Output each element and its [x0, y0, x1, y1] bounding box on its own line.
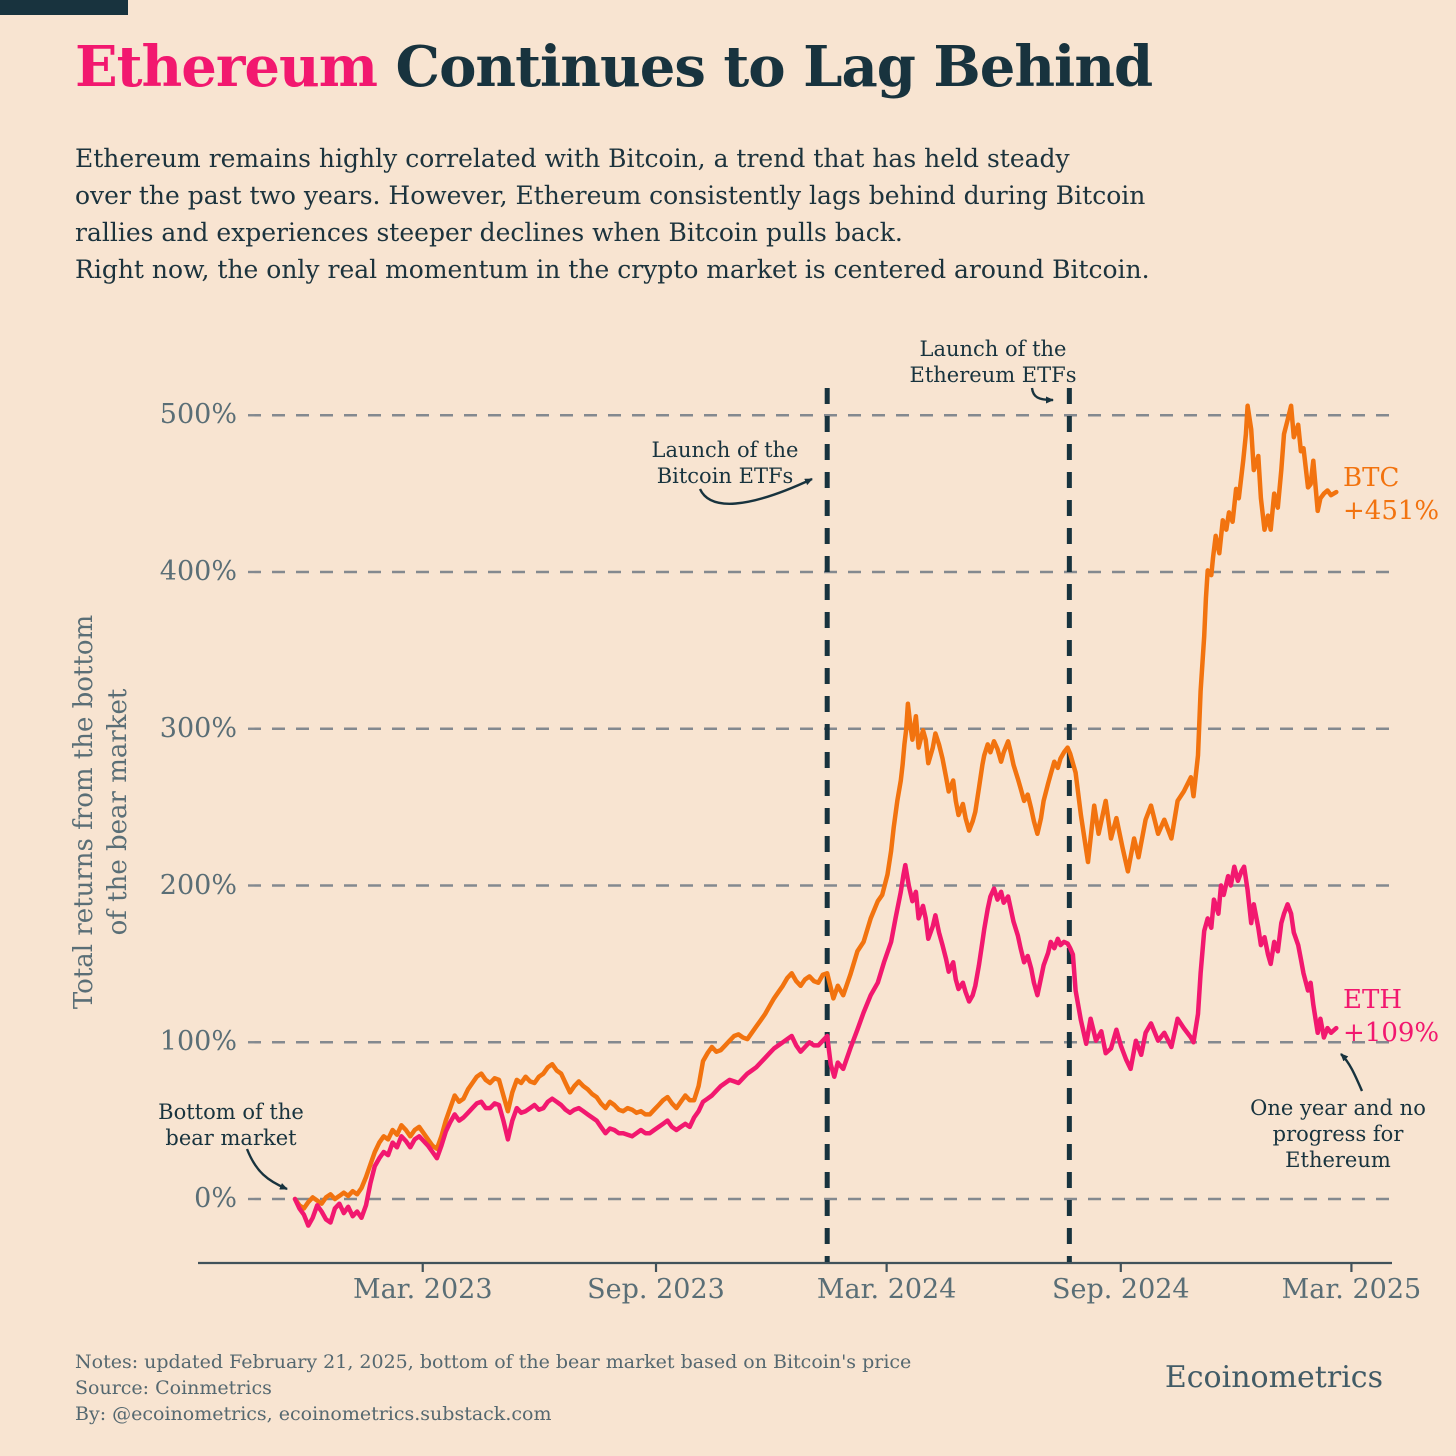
- annotation-bitcoin-etf: Launch of the Bitcoin ETFs: [595, 437, 855, 489]
- bitcoin-etf-arrow: [698, 477, 813, 505]
- annotation-line: Bitcoin ETFs: [656, 464, 794, 488]
- footer-notes: Notes: updated February 21, 2025, bottom…: [75, 1349, 911, 1427]
- eth-line: [292, 862, 1339, 1228]
- one-year-arrow: [1340, 1053, 1364, 1092]
- series-lines: [292, 403, 1339, 1228]
- x-tick-label: Mar. 2024: [816, 1274, 957, 1305]
- annotation-one-year: One year and no progress for Ethereum: [1208, 1095, 1456, 1173]
- btc-ticker: BTC: [1343, 463, 1400, 493]
- notes-source-line: Source: Coinmetrics: [75, 1377, 272, 1399]
- x-tick-label: Sep. 2024: [1051, 1274, 1190, 1305]
- btc-return-value: +451%: [1343, 496, 1440, 526]
- subtitle-line: Ethereum remains highly correlated with …: [75, 144, 1070, 173]
- bottom-bear-arrow: [245, 1148, 288, 1191]
- annotation-line: Bottom of the: [158, 1100, 304, 1124]
- subtitle: Ethereum remains highly correlated with …: [75, 140, 1150, 288]
- btc-line: [292, 403, 1339, 1211]
- annotation-arrows: [245, 387, 1364, 1191]
- annotation-line: Launch of the: [919, 337, 1067, 361]
- notes-line: Notes: updated February 21, 2025, bottom…: [75, 1351, 912, 1373]
- annotation-ethereum-etf: Launch of the Ethereum ETFs: [863, 336, 1123, 388]
- x-axis: [198, 1261, 1392, 1272]
- subtitle-line: over the past two years. However, Ethere…: [75, 181, 1146, 210]
- x-tick-label: Sep. 2023: [587, 1274, 725, 1305]
- annotation-line: bear market: [165, 1126, 297, 1150]
- btc-series-label: BTC +451%: [1343, 462, 1439, 528]
- annotation-bottom-bear: Bottom of the bear market: [101, 1099, 361, 1151]
- x-tick-label: Mar. 2025: [1281, 1274, 1422, 1305]
- corner-accent-block: [0, 0, 128, 15]
- notes-byline: By: @ecoinometrics, ecoinometrics.substa…: [75, 1403, 552, 1425]
- eth-series-label: ETH +109%: [1343, 984, 1439, 1050]
- eth-return-value: +109%: [1343, 1018, 1440, 1048]
- y-tick-label: 400%: [159, 556, 237, 587]
- annotation-line: progress for: [1272, 1122, 1404, 1146]
- y-tick-label: 500%: [159, 399, 237, 431]
- annotation-line: Ethereum ETFs: [909, 363, 1077, 387]
- eth-ticker: ETH: [1343, 985, 1402, 1015]
- page-title: Ethereum Continues to Lag Behind: [75, 34, 1153, 100]
- subtitle-line: rallies and experiences steeper declines…: [75, 218, 903, 247]
- subtitle-line: Right now, the only real momentum in the…: [75, 255, 1150, 284]
- etf-launch-lines: [824, 388, 1072, 1262]
- annotation-line: One year and no: [1250, 1096, 1426, 1120]
- annotation-line: Launch of the: [651, 438, 799, 462]
- y-tick-label: 200%: [159, 869, 237, 901]
- brand-logo-text: Ecoinometrics: [1164, 1360, 1383, 1395]
- x-tick-label: Mar. 2023: [352, 1274, 493, 1305]
- title-ethereum: Ethereum: [75, 34, 378, 100]
- y-tick-label: 0%: [194, 1183, 237, 1214]
- y-axis-title-line: Total returns from the bottom: [69, 614, 99, 1010]
- ethereum-etf-arrow: [1030, 387, 1054, 404]
- title-rest: Continues to Lag Behind: [377, 34, 1153, 100]
- annotation-line: Ethereum: [1285, 1148, 1391, 1172]
- y-tick-label: 100%: [159, 1026, 237, 1058]
- y-tick-label: 300%: [159, 712, 237, 744]
- y-axis-title: Total returns from the bottom of the bea…: [67, 502, 135, 1122]
